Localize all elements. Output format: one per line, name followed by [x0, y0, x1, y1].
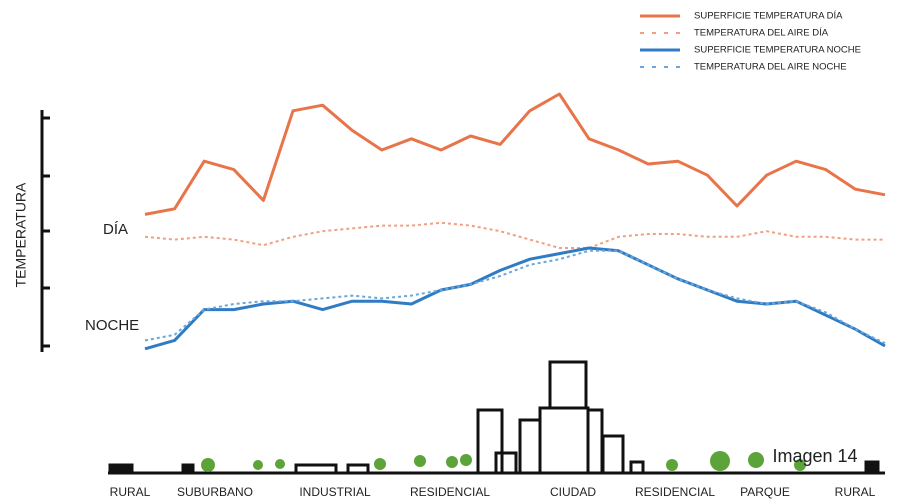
day-label: DÍA — [103, 221, 128, 238]
legend-label: SUPERFICIE TEMPERATURA NOCHE — [694, 45, 861, 56]
trees — [201, 451, 806, 472]
legend-label: SUPERFICIE TEMPERATURA DÍA — [694, 11, 843, 22]
y-axis-label: TEMPERATURA — [13, 182, 29, 287]
series-line — [144, 249, 886, 345]
tree — [414, 455, 426, 467]
y-axis — [40, 110, 50, 352]
buildings — [108, 360, 885, 475]
tree — [460, 454, 472, 466]
tree — [201, 458, 215, 472]
building — [538, 406, 590, 475]
building — [864, 460, 880, 475]
series-line — [144, 221, 885, 249]
zone-label: RURAL — [835, 485, 876, 499]
tree — [374, 458, 386, 470]
zone-label: RESIDENCIAL — [410, 485, 490, 499]
zone-label: RURAL — [110, 485, 151, 499]
building — [108, 463, 134, 475]
legend-label: TEMPERATURA DEL AIRE NOCHE — [694, 62, 847, 73]
night-label: NOCHE — [85, 317, 139, 334]
building — [586, 408, 604, 475]
building — [548, 360, 588, 410]
tree — [275, 459, 285, 469]
tree — [794, 459, 806, 471]
series-line — [144, 92, 886, 216]
series-line — [144, 246, 886, 351]
building — [346, 463, 370, 475]
zone-label: PARQUE — [740, 485, 790, 499]
zone-label: INDUSTRIAL — [299, 485, 371, 499]
building — [181, 463, 195, 475]
zone-label: RESIDENCIAL — [635, 485, 715, 499]
tree — [446, 456, 458, 468]
building — [294, 463, 338, 475]
tree — [666, 459, 678, 471]
building — [629, 460, 645, 475]
building — [518, 418, 542, 475]
tree — [748, 452, 764, 468]
watermark: Imagen 14 — [772, 446, 857, 466]
tree — [710, 451, 730, 471]
zone-label: CIUDAD — [550, 485, 596, 499]
tree — [253, 460, 263, 470]
building — [494, 451, 518, 475]
zone-label: SUBURBANO — [177, 485, 253, 499]
building — [601, 434, 625, 475]
building — [476, 408, 504, 475]
legend-label: TEMPERATURA DEL AIRE DÍA — [694, 28, 829, 39]
